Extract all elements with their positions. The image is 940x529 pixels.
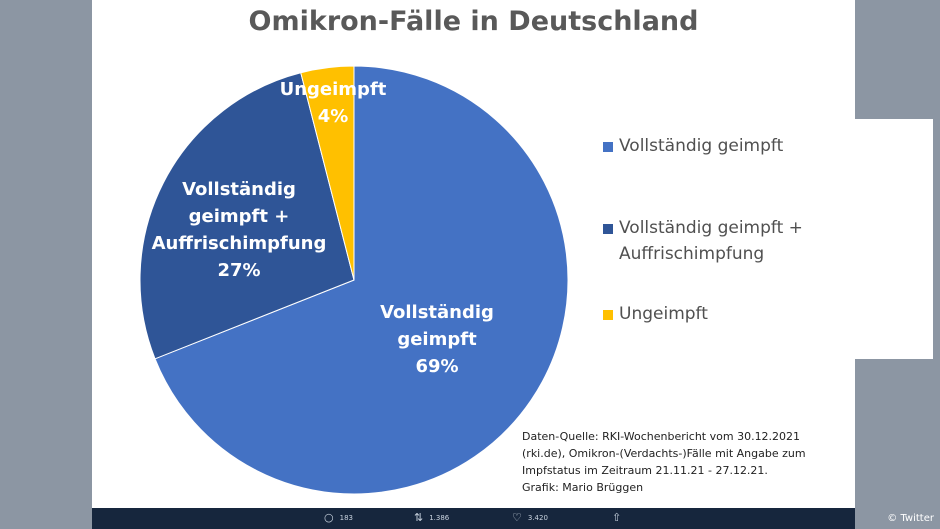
slice-data-label: Ungeimpft 4% <box>280 79 387 127</box>
reply-button[interactable]: ○ 183 <box>324 512 353 524</box>
legend-swatch <box>603 224 613 234</box>
legend-label: Ungeimpft <box>619 304 708 324</box>
pie-slice <box>139 72 355 360</box>
retweet-icon: ⇅ <box>414 511 424 524</box>
chart-title: Omikron-Fälle in Deutschland <box>248 6 699 37</box>
pie-chart: Vollständig geimpft 69% Vollständig geimpft … <box>139 65 569 495</box>
pie-slice <box>154 65 569 495</box>
legend-label: Vollständig geimpft + Auffrischimpfung <box>619 218 803 264</box>
retweet-button[interactable]: ⇅ 1.386 <box>414 512 449 524</box>
legend-item-auffrischimpfung: Vollständig geimpft + Auffrischimpfung <box>603 215 849 267</box>
image-credit: © Twitter <box>887 513 934 524</box>
reply-count: 183 <box>339 514 353 522</box>
share-icon: ⇧ <box>612 511 622 524</box>
slice-data-label: Vollständig geimpft + Auffrischimpfung 27% <box>152 179 327 281</box>
tweet-action-bar: ○ 183 ⇅ 1.386 ♡ 3.420 ⇧ <box>92 508 855 529</box>
like-button[interactable]: ♡ 3.420 <box>512 512 548 524</box>
legend-swatch <box>603 142 613 152</box>
chart-card: Omikron-Fälle in Deutschland Vollständig… <box>92 0 933 508</box>
slice-data-label: Vollständig geimpft 69% <box>380 302 494 377</box>
share-button[interactable]: ⇧ <box>612 512 621 524</box>
legend-label: Vollständig geimpft <box>619 136 784 156</box>
pie-slice <box>300 65 355 281</box>
source-note: Daten-Quelle: RKI-Wochenbericht vom 30.1… <box>522 430 806 494</box>
like-count: 3.420 <box>527 514 548 522</box>
heart-icon: ♡ <box>512 511 522 524</box>
legend-swatch <box>603 310 613 320</box>
retweet-count: 1.386 <box>429 514 450 522</box>
reply-icon: ○ <box>324 511 334 524</box>
legend-item-ungeimpft: Ungeimpft <box>603 301 849 327</box>
legend: Vollständig geimpft Vollständig geimpft … <box>589 119 933 359</box>
legend-item-vollstaendig: Vollständig geimpft <box>603 133 849 159</box>
